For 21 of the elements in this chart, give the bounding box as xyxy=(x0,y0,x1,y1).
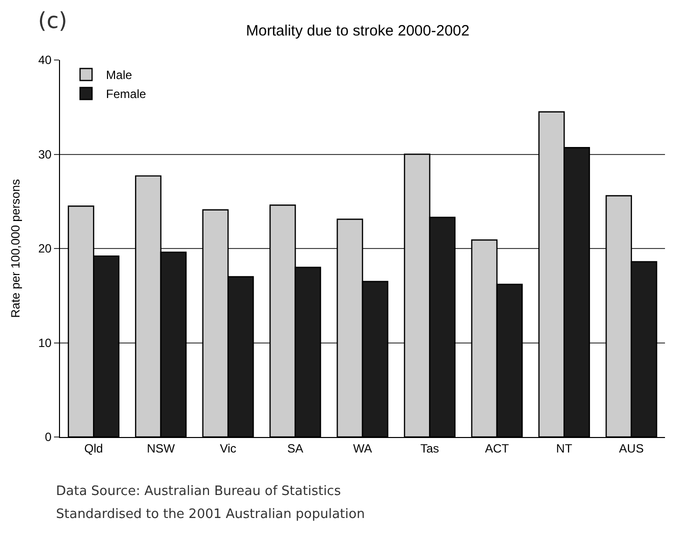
x-tick-label: NT xyxy=(556,441,573,456)
x-tick-label: ACT xyxy=(484,441,510,456)
text: (c) xyxy=(38,9,68,34)
x-tick-label: SA xyxy=(287,441,304,456)
x-tick-label: Qld xyxy=(84,441,103,456)
x-tick-label: AUS xyxy=(619,441,644,456)
text: Standardised to the 2001 Australian population xyxy=(56,507,365,522)
legend-label: Male xyxy=(106,68,132,82)
x-tick-label: NSW xyxy=(146,441,176,456)
x-tick-label: Vic xyxy=(220,441,236,456)
y-tick-label: 30 xyxy=(38,147,52,162)
x-tick-label: Tas xyxy=(420,441,440,456)
y-axis-title: Rate per 100,000 persons xyxy=(8,179,23,318)
legend-label: Female xyxy=(106,87,146,102)
y-tick-label: 40 xyxy=(38,53,52,68)
x-tick-label: WA xyxy=(353,441,372,456)
chart-title: Mortality due to stroke 2000-2002 xyxy=(246,22,470,40)
y-tick-label: 0 xyxy=(44,430,52,444)
y-tick-label: 10 xyxy=(38,336,52,350)
source-note: Data Source: Australian Bureau of Statistics xyxy=(56,484,342,499)
y-tick-label: 20 xyxy=(38,242,52,256)
